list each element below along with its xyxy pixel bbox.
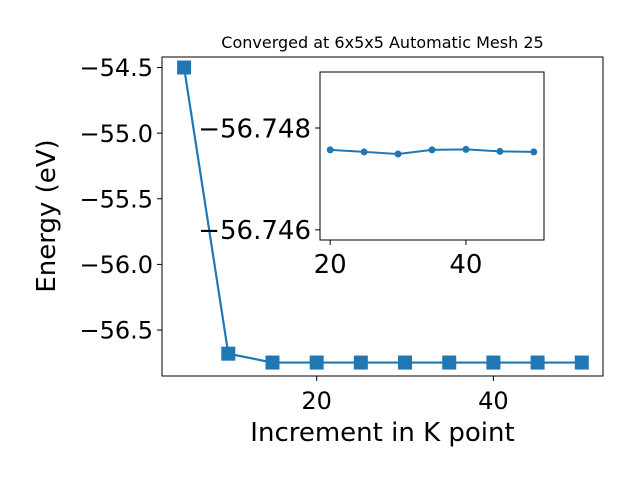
main-x-tick-label: 20 xyxy=(301,387,332,415)
main-plot-frame xyxy=(161,56,604,377)
main-data-point xyxy=(353,355,368,370)
main-y-tick-label: −54.5 xyxy=(79,54,153,82)
inset-data-point xyxy=(530,148,538,156)
main-data-point xyxy=(221,346,236,361)
main-y-axis-label: Energy (eV) xyxy=(32,139,62,292)
main-data-point xyxy=(398,355,413,370)
inset-data-point xyxy=(496,147,504,155)
main-x-ticks: 20 40 xyxy=(301,376,509,415)
inset-y-tick-label: −56.748 xyxy=(198,114,311,144)
inset-data-point xyxy=(326,146,334,154)
main-y-tick-label: −55.5 xyxy=(79,185,153,213)
main-data-point xyxy=(177,60,192,75)
inset-data-point xyxy=(428,146,436,154)
main-data-point xyxy=(486,355,501,370)
main-data-point xyxy=(442,355,457,370)
main-data-point xyxy=(574,355,589,370)
inset-data-point xyxy=(394,150,402,158)
inset-data-point xyxy=(462,145,470,153)
inset-x-tick-label: 20 xyxy=(314,250,347,280)
main-plot: Converged at 6x5x5 Automatic Mesh 25 Inc… xyxy=(32,33,604,448)
main-chart-title: Converged at 6x5x5 Automatic Mesh 25 xyxy=(221,33,543,52)
inset-x-tick-label: 40 xyxy=(449,250,482,280)
main-data-point xyxy=(265,355,280,370)
inset-y-tick-label: −56.746 xyxy=(198,216,311,246)
inset-y-ticks: −56.748 −56.746 xyxy=(198,114,320,246)
main-y-tick-label: −56.5 xyxy=(79,317,153,345)
inset-data-point xyxy=(360,148,368,156)
main-data-point xyxy=(530,355,545,370)
main-x-axis-label: Increment in K point xyxy=(250,418,514,448)
main-y-ticks: −54.5 −55.0 −55.5 −56.0 −56.5 xyxy=(79,54,162,345)
main-series-points xyxy=(177,60,589,370)
inset-plot-frame xyxy=(319,71,545,241)
main-series-line xyxy=(183,67,582,364)
main-x-tick-label: 40 xyxy=(478,387,509,415)
inset-plot-background xyxy=(320,72,544,240)
inset-plot: 20 40 −56.748−56.746 xyxy=(198,71,545,280)
main-data-point xyxy=(309,355,324,370)
inset-x-ticks: 20 40 xyxy=(314,240,482,280)
inset-series-points xyxy=(326,145,538,158)
main-y-tick-label: −55.0 xyxy=(79,120,153,148)
main-y-tick-label: −56.0 xyxy=(79,251,153,279)
